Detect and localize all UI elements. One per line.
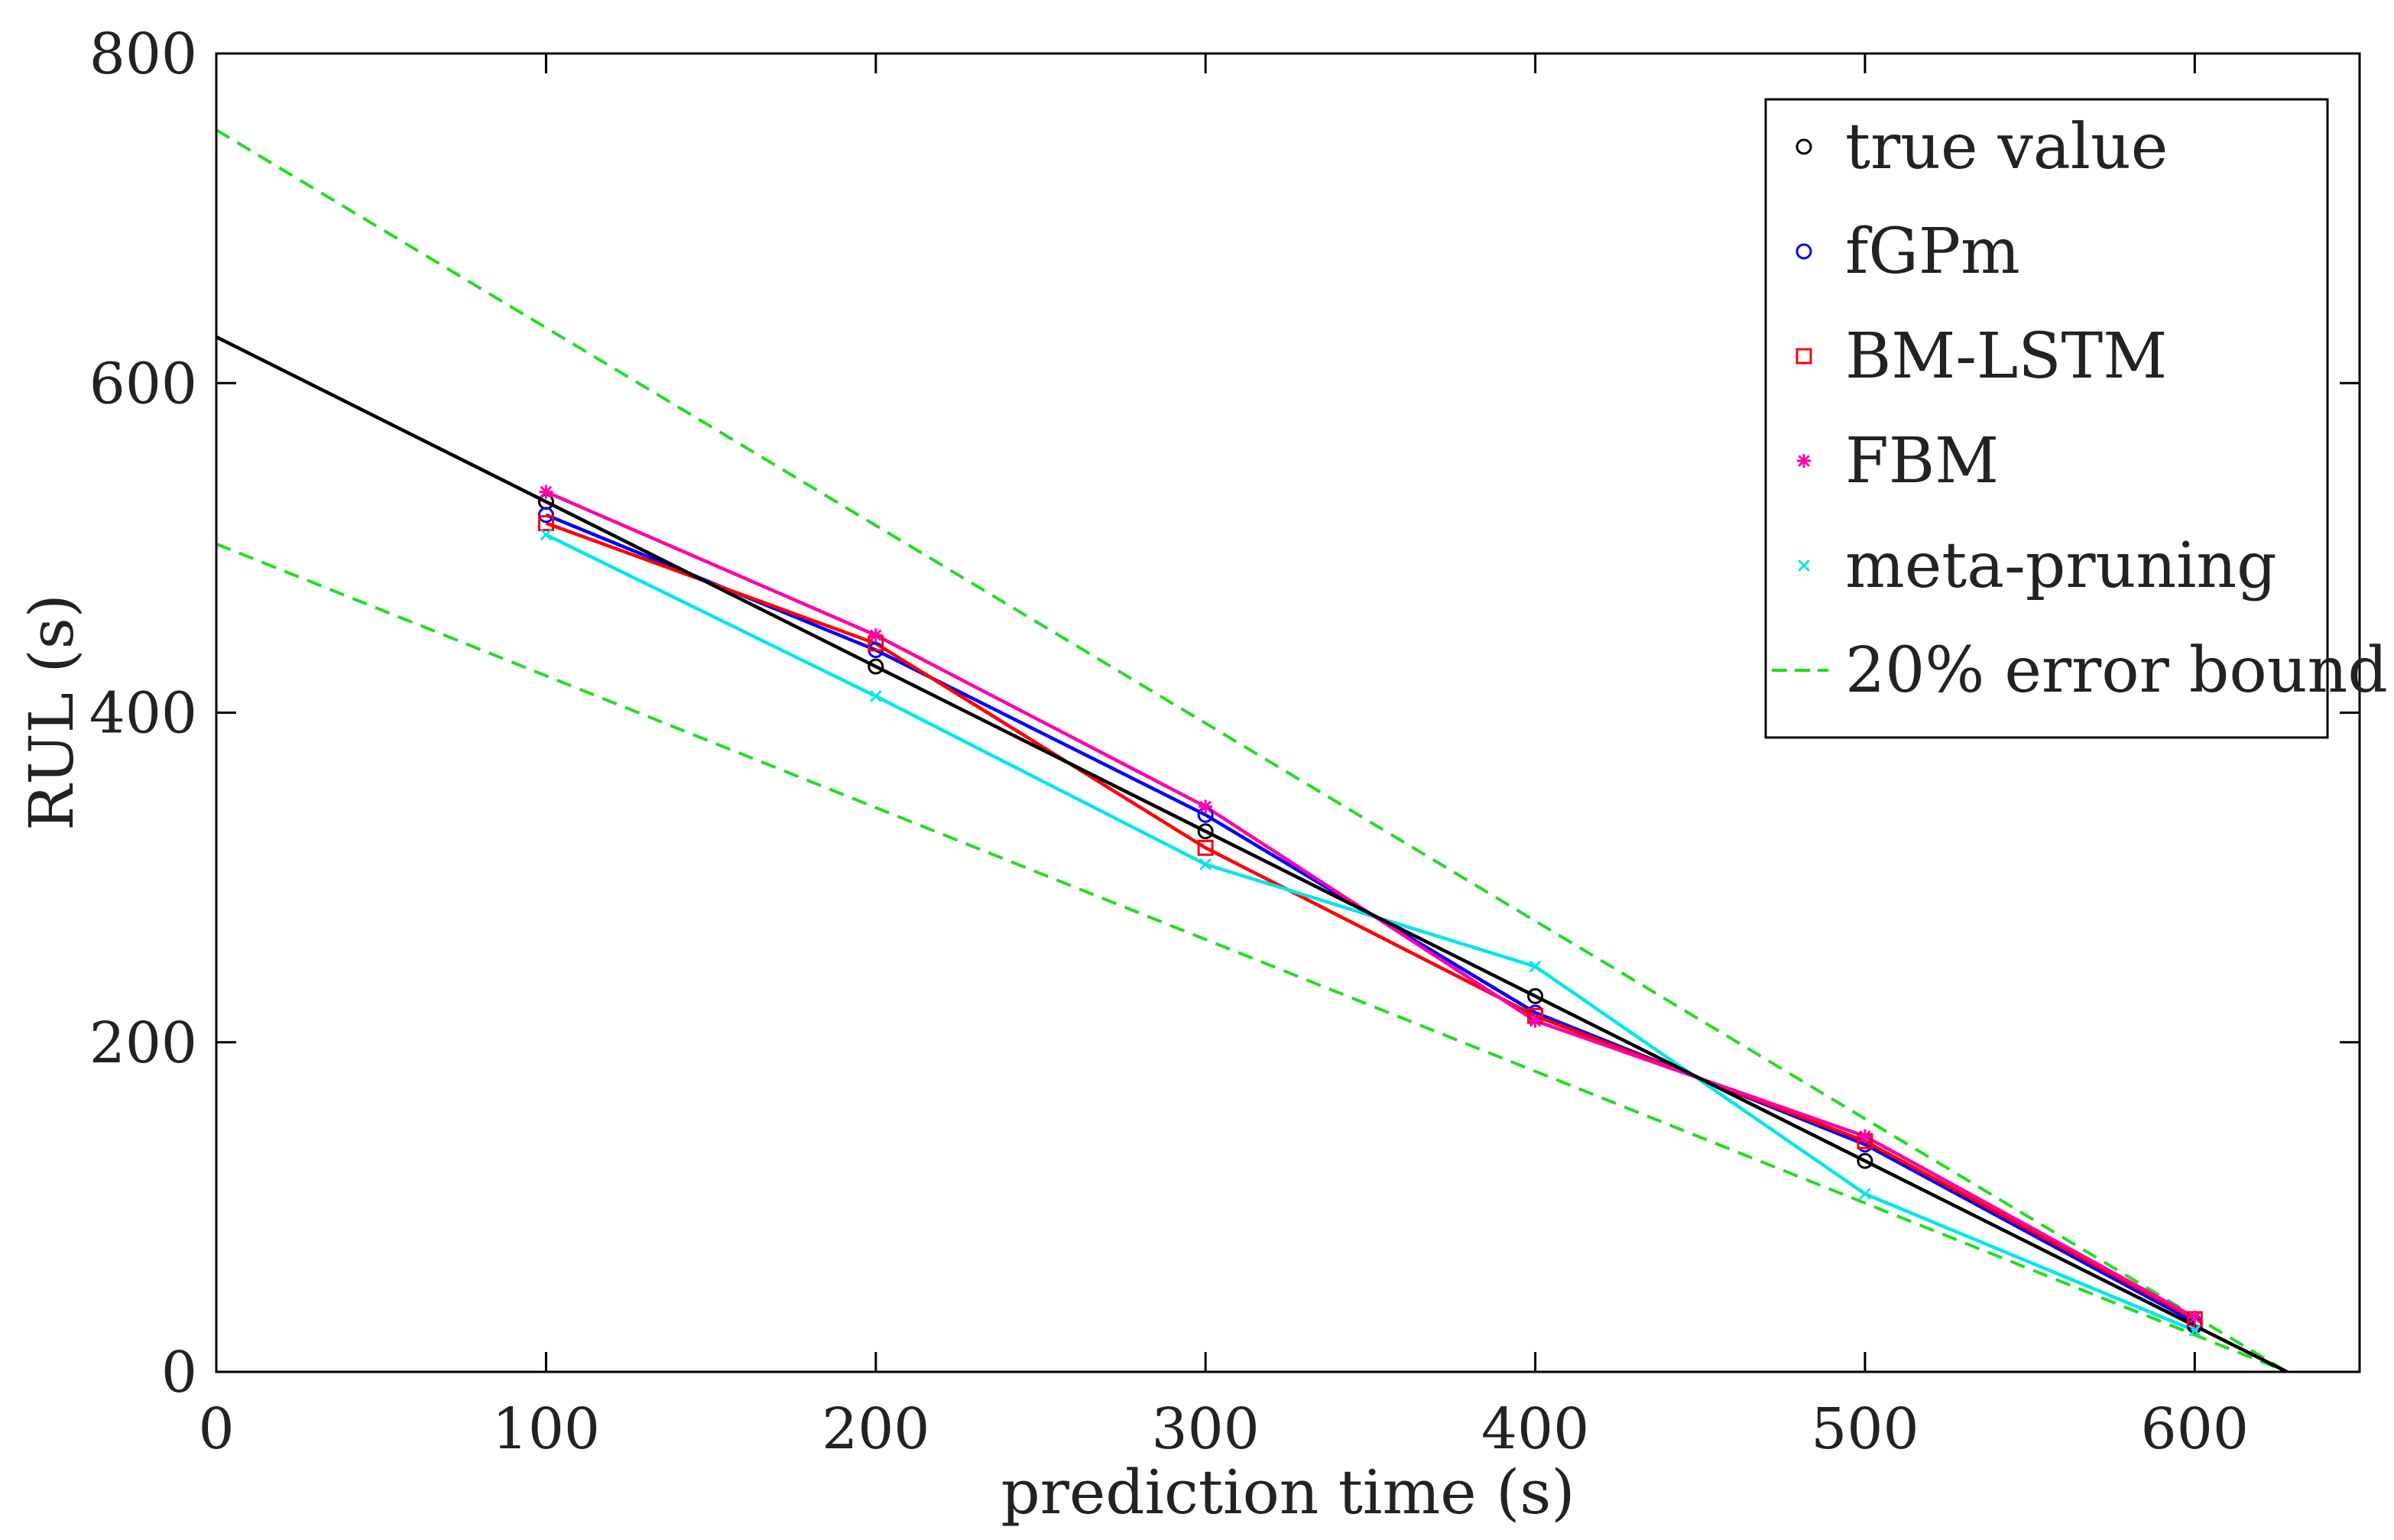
legend-swatch <box>1798 559 1810 572</box>
y-tick-label: 600 <box>89 351 197 417</box>
legend-entry-fbm: FBM <box>1797 425 1999 498</box>
legend-entry-20pct-error-bound: 20% error bound <box>1772 634 2388 707</box>
true-rul-line <box>216 335 2289 1372</box>
x-tick-label: 0 <box>198 1396 234 1462</box>
legend-swatch <box>1796 348 1812 365</box>
fbm-point <box>539 485 553 499</box>
x-tick-label: 100 <box>492 1396 600 1462</box>
legend-label: FBM <box>1845 425 1999 498</box>
true-value-point <box>1857 1153 1873 1169</box>
legend: true value fGPm BM-LSTM FBM meta-pruning 20% … <box>1764 98 2388 739</box>
upper-error-bound-line <box>216 128 2289 1372</box>
legend-entry-meta-pruning: meta-pruning <box>1798 530 2277 602</box>
legend-label: true value <box>1845 111 2168 183</box>
x-tick-label: 300 <box>1152 1396 1260 1462</box>
legend-box <box>1764 98 2329 739</box>
meta-pruning-point <box>1529 960 1542 973</box>
series-line-bm-lstm <box>545 521 2196 1321</box>
true-value-point <box>1197 823 1214 840</box>
y-tick-label: 0 <box>161 1340 197 1405</box>
bm-lstm-point <box>1197 839 1214 856</box>
legend-label: 20% error bound <box>1845 634 2388 707</box>
meta-pruning-point <box>1199 858 1212 871</box>
fbm-point <box>1199 799 1213 814</box>
x-tick-label: 600 <box>2141 1396 2249 1462</box>
meta-pruning-point <box>540 528 553 541</box>
lower-error-bound-line <box>216 542 2288 1372</box>
true-value-point <box>1527 987 1544 1004</box>
bm-lstm-point <box>537 515 554 532</box>
legend-swatch <box>1796 138 1812 155</box>
fgpm-point <box>537 507 554 524</box>
legend-entry-true-value: true value <box>1796 111 2168 183</box>
fbm-point <box>868 628 883 643</box>
legend-label: BM-LSTM <box>1845 320 2167 393</box>
x-tick-label: 200 <box>822 1396 929 1462</box>
fbm-point <box>1528 1013 1542 1028</box>
fbm-point <box>2188 1310 2202 1324</box>
true-value-point <box>868 658 884 675</box>
legend-swatch <box>1797 454 1811 468</box>
legend-entry-bm-lstm: BM-LSTM <box>1796 320 2167 393</box>
fbm-point <box>1857 1129 1872 1143</box>
y-tick-label: 400 <box>89 681 197 747</box>
meta-pruning-point <box>869 690 882 702</box>
y-axis-label: RUL (s) <box>16 594 87 831</box>
x-tick-label: 400 <box>1481 1396 1589 1462</box>
legend-label: fGPm <box>1845 216 2020 288</box>
meta-pruning-point <box>1859 1188 1871 1200</box>
legend-label: meta-pruning <box>1845 530 2277 602</box>
y-tick-label: 800 <box>89 21 197 87</box>
x-tick-label: 500 <box>1811 1396 1919 1462</box>
y-tick-label: 200 <box>89 1010 197 1076</box>
legend-swatch <box>1796 243 1812 260</box>
x-axis-label: prediction time (s) <box>1001 1457 1575 1528</box>
meta-pruning-point <box>2188 1324 2201 1337</box>
legend-entry-fgpm: fGPm <box>1796 216 2020 288</box>
